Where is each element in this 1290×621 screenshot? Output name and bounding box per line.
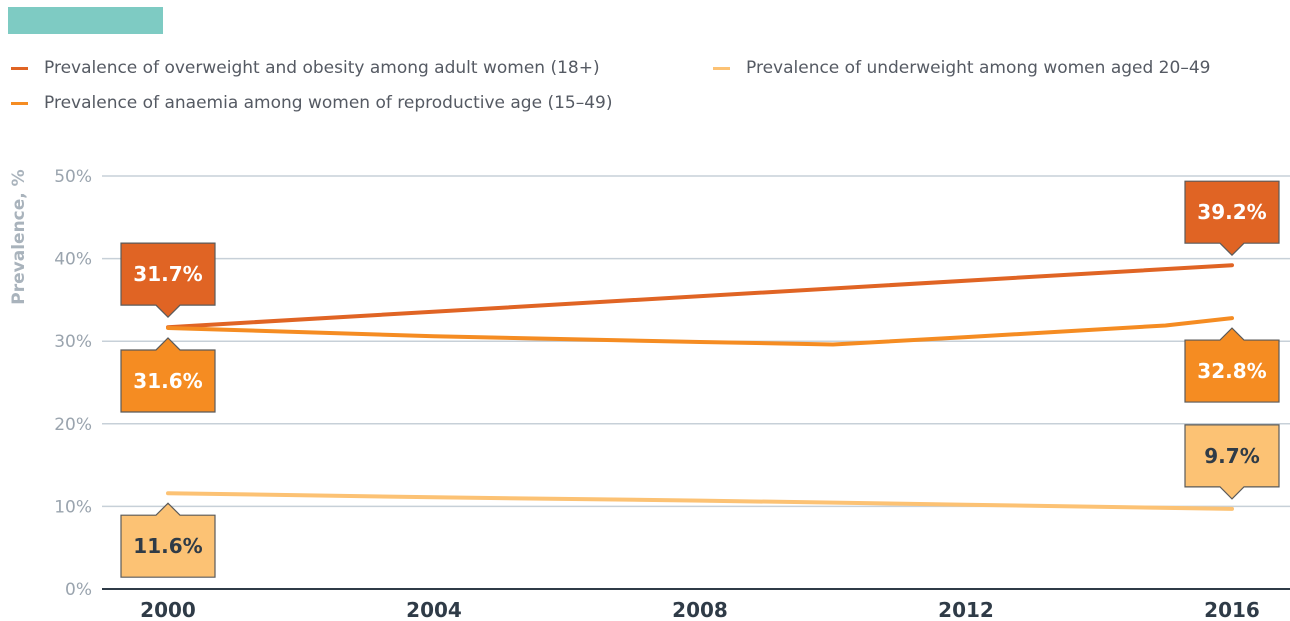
x-tick-label-2000: 2000: [140, 598, 196, 621]
legend-swatch-anaemia: [11, 101, 28, 105]
legend-label-anaemia: Prevalence of anaemia among women of rep…: [44, 93, 613, 113]
y-tick-label-20: 20%: [54, 415, 92, 435]
legend-label-underweight: Prevalence of underweight among women ag…: [746, 58, 1211, 78]
data-label-1-2000: 11.6%: [133, 534, 202, 558]
data-callout-2-2016: [1184, 327, 1280, 403]
y-axis-title: Prevalence, %: [9, 169, 29, 304]
x-tick-label-2004: 2004: [406, 598, 462, 621]
y-tick-label-30: 30%: [54, 332, 92, 352]
data-callout-0-2000: [120, 242, 216, 319]
legend-label-overweight: Prevalence of overweight and obesity amo…: [44, 58, 600, 78]
data-label-2-2000: 31.6%: [133, 369, 202, 393]
series-line-1: [166, 491, 1234, 511]
series-line-2: [166, 316, 1234, 347]
series-layer: [166, 263, 1234, 511]
legend-item-anaemia: Prevalence of anaemia among women of rep…: [11, 93, 612, 113]
data-label-0-2016: 39.2%: [1197, 200, 1266, 224]
data-callout-2-2000: [120, 337, 216, 413]
grid-layer: 0% 10% 20% 30% 40% 50% 2000 2004 2008 2012 2016: [54, 167, 1290, 621]
data-callout-0-2016: [1184, 180, 1280, 257]
legend-swatch-overweight: [11, 66, 28, 70]
accent-bar: [8, 7, 163, 34]
x-tick-label-2008: 2008: [672, 598, 728, 621]
data-label-1-2016: 9.7%: [1204, 444, 1259, 468]
y-tick-label-40: 40%: [54, 250, 92, 270]
data-label-2-2016: 32.8%: [1197, 359, 1266, 383]
y-tick-label-50: 50%: [54, 167, 92, 187]
y-tick-label-10: 10%: [54, 497, 92, 517]
legend: Prevalence of overweight and obesity amo…: [0, 0, 1290, 130]
legend-item-underweight: Prevalence of underweight among women ag…: [713, 58, 1210, 78]
legend-item-overweight: Prevalence of overweight and obesity amo…: [11, 58, 600, 78]
y-tick-label-0: 0%: [65, 580, 92, 600]
x-tick-label-2012: 2012: [938, 598, 994, 621]
series-line-0: [166, 263, 1234, 330]
label-layer: 31.7% 39.2% 11.6% 9.7% 31.6% 32.8%: [120, 180, 1280, 578]
data-callout-1-2000: [120, 502, 216, 578]
x-tick-label-2016: 2016: [1204, 598, 1260, 621]
legend-swatch-underweight: [713, 66, 730, 70]
data-label-0-2000: 31.7%: [133, 262, 202, 286]
data-callout-1-2016: [1184, 424, 1280, 500]
